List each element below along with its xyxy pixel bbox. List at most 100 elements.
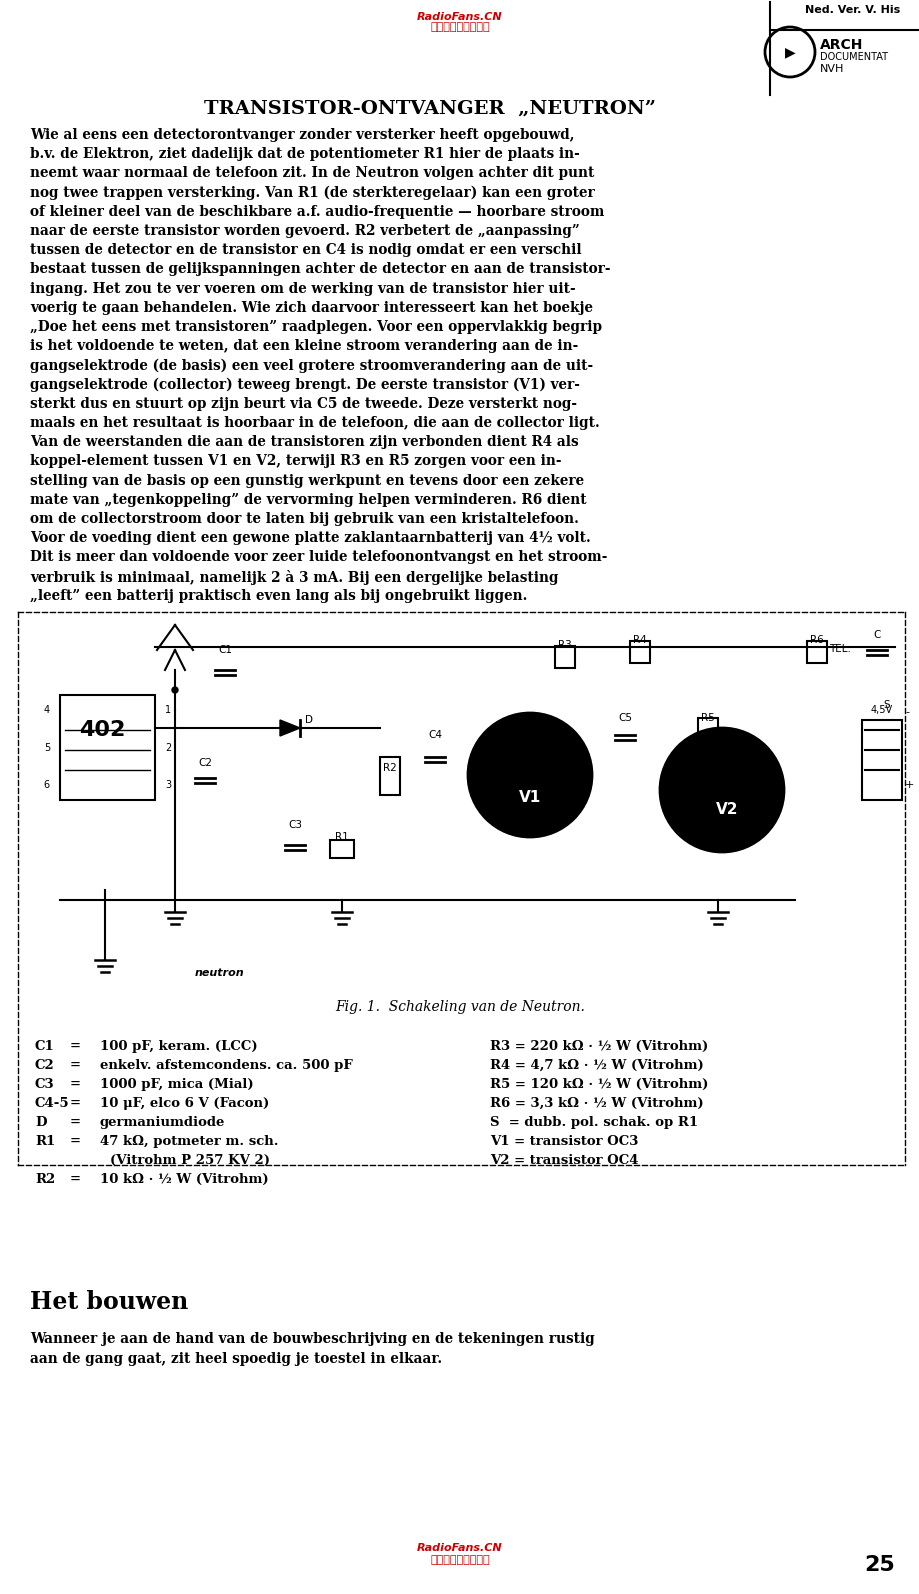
Bar (698, 717, 717, 740)
Text: mate van „tegenkoppeling” de vervorming helpen verminderen. R6 dient: mate van „tegenkoppeling” de vervorming … (30, 493, 586, 507)
Bar (60, 695, 154, 800)
Text: D: D (35, 1116, 47, 1129)
Text: 402: 402 (79, 720, 126, 740)
Text: enkelv. afstemcondens. ca. 500 pF: enkelv. afstemcondens. ca. 500 pF (100, 1058, 352, 1073)
Text: 47 kΩ, potmeter m. sch.: 47 kΩ, potmeter m. sch. (100, 1135, 278, 1148)
Text: 4: 4 (44, 705, 50, 716)
Text: koppel-element tussen V1 en V2, terwijl R3 en R5 zorgen voor een in-: koppel-element tussen V1 en V2, terwijl … (30, 454, 561, 469)
Text: bestaat tussen de gelijkspanningen achter de detector en aan de transistor-: bestaat tussen de gelijkspanningen achte… (30, 263, 610, 276)
Text: S  = dubb. pol. schak. op R1: S = dubb. pol. schak. op R1 (490, 1116, 698, 1129)
Text: voerig te gaan behandelen. Wie zich daarvoor interesseert kan het boekje: voerig te gaan behandelen. Wie zich daar… (30, 301, 593, 314)
Text: gangselektrode (de basis) een veel grotere stroomverandering aan de uit-: gangselektrode (de basis) een veel grote… (30, 359, 593, 373)
Text: is het voldoende te weten, dat een kleine stroom verandering aan de in-: is het voldoende te weten, dat een klein… (30, 340, 578, 354)
Text: TEL.: TEL. (828, 644, 850, 654)
Bar (630, 641, 650, 663)
Text: -: - (904, 708, 908, 717)
Text: germaniumdiode: germaniumdiode (100, 1116, 225, 1129)
Text: C1: C1 (218, 646, 232, 655)
Text: D: D (305, 716, 312, 725)
Text: NVH: NVH (819, 64, 844, 73)
Text: C5: C5 (618, 713, 631, 724)
Text: gangselektrode (collector) teweeg brengt. De eerste transistor (V1) ver-: gangselektrode (collector) teweeg brengt… (30, 378, 579, 392)
Text: ▶: ▶ (784, 45, 794, 59)
Polygon shape (279, 720, 300, 736)
Text: Wanneer je aan de hand van de bouwbeschrijving en de tekeningen rustig: Wanneer je aan de hand van de bouwbeschr… (30, 1333, 594, 1345)
Bar (380, 757, 400, 795)
Text: =: = (70, 1135, 81, 1148)
Text: 5: 5 (44, 743, 50, 752)
Text: C3: C3 (35, 1078, 54, 1090)
Text: DOCUMENTAT: DOCUMENTAT (819, 53, 887, 62)
Text: C2: C2 (35, 1058, 55, 1073)
Text: V2 = transistor OC4: V2 = transistor OC4 (490, 1154, 638, 1167)
Text: neemt waar normaal de telefoon zit. In de Neutron volgen achter dit punt: neemt waar normaal de telefoon zit. In d… (30, 166, 594, 180)
Text: R4 = 4,7 kΩ · ½ W (Vitrohm): R4 = 4,7 kΩ · ½ W (Vitrohm) (490, 1058, 703, 1073)
Text: V1: V1 (518, 791, 540, 805)
Text: Voor de voeding dient een gewone platte zaklantaarnbatterij van 4½ volt.: Voor de voeding dient een gewone platte … (30, 531, 590, 545)
Text: R6: R6 (810, 634, 823, 646)
Text: =: = (70, 1097, 81, 1109)
Text: verbruik is minimaal, namelijk 2 à 3 mA. Bij een dergelijke belasting: verbruik is minimaal, namelijk 2 à 3 mA.… (30, 569, 558, 585)
Bar (861, 720, 901, 800)
Text: R3 = 220 kΩ · ½ W (Vitrohm): R3 = 220 kΩ · ½ W (Vitrohm) (490, 1039, 708, 1054)
Text: Fig. 1.  Schakeling van de Neutron.: Fig. 1. Schakeling van de Neutron. (335, 999, 584, 1014)
Text: Wie al eens een detectorontvanger zonder versterker heeft opgebouwd,: Wie al eens een detectorontvanger zonder… (30, 128, 573, 142)
Text: +: + (904, 779, 913, 791)
Text: 收音机爱好者资料库: 收音机爱好者资料库 (430, 22, 489, 32)
Text: R1: R1 (335, 832, 348, 842)
Text: nog twee trappen versterking. Van R1 (de sterkteregelaar) kan een groter: nog twee trappen versterking. Van R1 (de… (30, 185, 594, 199)
Text: RadioFans.CN: RadioFans.CN (416, 1543, 503, 1553)
Text: V1 = transistor OC3: V1 = transistor OC3 (490, 1135, 638, 1148)
Text: 收音机爱好者资料库: 收音机爱好者资料库 (430, 1556, 489, 1565)
Text: R2: R2 (35, 1173, 55, 1186)
Text: 6: 6 (44, 779, 50, 791)
Bar (330, 840, 354, 858)
Circle shape (468, 713, 591, 837)
Text: TRANSISTOR-ONTVANGER  „NEUTRON”: TRANSISTOR-ONTVANGER „NEUTRON” (204, 100, 655, 118)
Text: 2: 2 (165, 743, 171, 752)
Text: R5: R5 (700, 713, 714, 724)
Text: RadioFans.CN: RadioFans.CN (416, 13, 503, 22)
Text: V2: V2 (715, 802, 737, 818)
Text: „Doe het eens met transistoren” raadplegen. Voor een oppervlakkig begrip: „Doe het eens met transistoren” raadpleg… (30, 320, 601, 335)
Text: b.v. de Elektron, ziet dadelijk dat de potentiometer R1 hier de plaats in-: b.v. de Elektron, ziet dadelijk dat de p… (30, 147, 579, 161)
Text: Ned. Ver. V. His: Ned. Ver. V. His (804, 5, 899, 14)
Text: „leeft” een batterij praktisch even lang als bij ongebruikt liggen.: „leeft” een batterij praktisch even lang… (30, 588, 527, 603)
Text: R2: R2 (382, 764, 396, 773)
Text: Van de weerstanden die aan de transistoren zijn verbonden dient R4 als: Van de weerstanden die aan de transistor… (30, 435, 578, 450)
Text: C1: C1 (35, 1039, 55, 1054)
Text: C3: C3 (288, 819, 301, 830)
Bar (554, 646, 574, 668)
Text: 4,5V: 4,5V (870, 705, 892, 716)
Text: 3: 3 (165, 779, 171, 791)
Text: sterkt dus en stuurt op zijn beurt via C5 de tweede. Deze versterkt nog-: sterkt dus en stuurt op zijn beurt via C… (30, 397, 576, 411)
Text: tussen de detector en de transistor en C4 is nodig omdat er een verschil: tussen de detector en de transistor en C… (30, 244, 581, 257)
Text: R5 = 120 kΩ · ½ W (Vitrohm): R5 = 120 kΩ · ½ W (Vitrohm) (490, 1078, 708, 1090)
Text: 100 pF, keram. (LCC): 100 pF, keram. (LCC) (100, 1039, 257, 1054)
Text: aan de gang gaat, zit heel spoedig je toestel in elkaar.: aan de gang gaat, zit heel spoedig je to… (30, 1352, 442, 1366)
Text: C4: C4 (427, 730, 441, 740)
Text: Dit is meer dan voldoende voor zeer luide telefoonontvangst en het stroom-: Dit is meer dan voldoende voor zeer luid… (30, 550, 607, 564)
Text: 10 kΩ · ½ W (Vitrohm): 10 kΩ · ½ W (Vitrohm) (100, 1173, 268, 1186)
Text: stelling van de basis op een gunstig werkpunt en tevens door een zekere: stelling van de basis op een gunstig wer… (30, 473, 584, 488)
Text: ARCH: ARCH (819, 38, 862, 53)
Text: Het bouwen: Het bouwen (30, 1290, 188, 1313)
Circle shape (172, 687, 177, 693)
Text: ingang. Het zou te ver voeren om de werking van de transistor hier uit-: ingang. Het zou te ver voeren om de werk… (30, 282, 575, 295)
Text: C: C (872, 630, 879, 641)
Circle shape (765, 27, 814, 77)
Text: =: = (70, 1058, 81, 1073)
Text: of kleiner deel van de beschikbare a.f. audio-frequentie — hoorbare stroom: of kleiner deel van de beschikbare a.f. … (30, 204, 604, 218)
Circle shape (659, 728, 783, 853)
Text: maals en het resultaat is hoorbaar in de telefoon, die aan de collector ligt.: maals en het resultaat is hoorbaar in de… (30, 416, 599, 430)
Bar (806, 641, 826, 663)
Text: R6 = 3,3 kΩ · ½ W (Vitrohm): R6 = 3,3 kΩ · ½ W (Vitrohm) (490, 1097, 703, 1109)
Text: neutron: neutron (195, 968, 244, 979)
Text: S: S (882, 700, 889, 709)
Text: =: = (70, 1039, 81, 1054)
Text: 25: 25 (863, 1556, 894, 1575)
Text: C2: C2 (198, 759, 211, 768)
Text: naar de eerste transistor worden gevoerd. R2 verbetert de „aanpassing”: naar de eerste transistor worden gevoerd… (30, 225, 579, 238)
Text: R4: R4 (632, 634, 646, 646)
Text: 10 μF, elco 6 V (Facon): 10 μF, elco 6 V (Facon) (100, 1097, 269, 1109)
